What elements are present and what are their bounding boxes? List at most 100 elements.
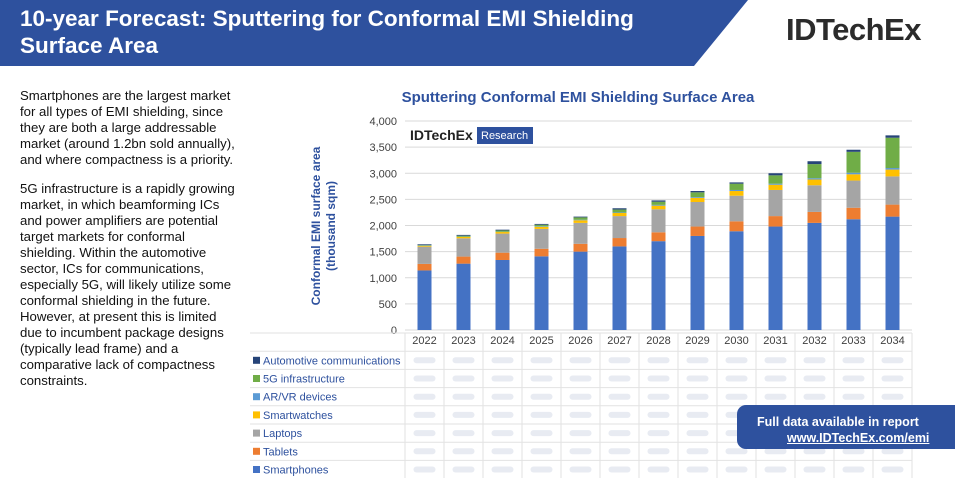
blurred-value (842, 375, 865, 382)
blurred-value (764, 448, 787, 455)
blurred-value (569, 430, 592, 437)
watermark-brand: IDTechEx (410, 127, 473, 143)
bar-segment (729, 221, 744, 232)
bar-segment (885, 204, 900, 217)
blurred-value (842, 393, 865, 400)
blurred-value (647, 448, 670, 455)
blurred-value (413, 466, 436, 473)
bar-segment (534, 224, 549, 227)
bar-segment (690, 197, 705, 198)
stacked-bar-chart: Sputtering Conformal EMI Shielding Surfa… (250, 89, 913, 478)
bar-segment (885, 168, 900, 170)
x-tick-label: 2028 (646, 335, 670, 347)
blurred-value (452, 375, 475, 382)
bar-segment (456, 236, 471, 239)
report-link[interactable]: www.IDTechEx.com/emi (787, 431, 930, 445)
bar-segment (807, 185, 822, 212)
legend-swatch (253, 411, 260, 419)
blurred-value (413, 411, 436, 418)
bar-segment (417, 263, 432, 271)
bar-segment (612, 216, 627, 239)
bar-segment (573, 243, 588, 252)
bar-segment (495, 230, 510, 232)
bar-segment (846, 207, 861, 220)
bar-segment (417, 244, 432, 246)
bar-segment (690, 226, 705, 236)
bar-segment (651, 200, 666, 202)
bar-segment (729, 189, 744, 192)
bar-segment (885, 216, 900, 330)
watermark-tag: Research (481, 130, 528, 142)
bar-segment (768, 183, 783, 185)
legend-swatch (253, 447, 260, 455)
blurred-value (530, 411, 553, 418)
x-tick-label: 2031 (763, 335, 787, 347)
blurred-value (686, 357, 709, 364)
bar-segment (534, 228, 549, 249)
legend-swatch (253, 356, 260, 364)
chart-title: Sputtering Conformal EMI Shielding Surfa… (402, 89, 755, 106)
bar-segment (534, 256, 549, 330)
blurred-value (725, 393, 748, 400)
y-tick-label: 2,000 (369, 221, 397, 233)
blurred-value (530, 357, 553, 364)
report-callout[interactable]: Full data available in report www.IDTech… (737, 405, 955, 449)
blurred-value (530, 375, 553, 382)
bar-segment (885, 176, 900, 205)
blurred-value (569, 393, 592, 400)
bar-segment (729, 183, 744, 190)
blurred-value (842, 448, 865, 455)
blurred-value (803, 357, 826, 364)
bar-segment (534, 248, 549, 257)
bar-segment (612, 212, 627, 217)
bar-segment (768, 173, 783, 176)
legend-label: Smartwatches (263, 410, 333, 422)
blurred-value (491, 466, 514, 473)
blurred-value (452, 430, 475, 437)
blurred-value (491, 411, 514, 418)
blurred-value (881, 448, 904, 455)
bar-segment (417, 246, 432, 264)
bar-segment (417, 270, 432, 330)
blurred-value (686, 448, 709, 455)
blurred-value (569, 357, 592, 364)
blurred-value (413, 357, 436, 364)
x-tick-label: 2027 (607, 335, 631, 347)
blurred-value (569, 375, 592, 382)
bar-segment (495, 233, 510, 253)
x-tick-label: 2032 (802, 335, 826, 347)
header-banner (0, 0, 748, 66)
y-tick-label: 1,000 (369, 273, 397, 285)
blurred-value (530, 448, 553, 455)
legend-swatch (253, 466, 260, 473)
legend-swatch (253, 393, 260, 401)
bar-segment (729, 231, 744, 330)
legend-label: Smartphones (263, 465, 329, 477)
callout-text: Full data available in report (757, 415, 919, 429)
x-tick-label: 2030 (724, 335, 748, 347)
bar-segment (846, 151, 861, 173)
blurred-value (686, 393, 709, 400)
blurred-value (842, 357, 865, 364)
bar-segment (417, 245, 432, 246)
legend-swatch (253, 375, 260, 382)
blurred-value (647, 375, 670, 382)
y-tick-label: 2,500 (369, 194, 397, 206)
blurred-value (608, 430, 631, 437)
blurred-value (413, 375, 436, 382)
x-tick-label: 2029 (685, 335, 709, 347)
blurred-value (608, 375, 631, 382)
x-tick-label: 2026 (568, 335, 592, 347)
bar-segment (651, 201, 666, 205)
bar-segment (690, 192, 705, 198)
watermark-tag-bg (477, 127, 533, 144)
blurred-value (725, 466, 748, 473)
blurred-value (647, 430, 670, 437)
blurred-value (803, 466, 826, 473)
bar-segment (495, 259, 510, 330)
paragraph-smartphones: Smartphones are the largest market for a… (20, 88, 235, 167)
blurred-value (881, 375, 904, 382)
bar-segment (534, 226, 549, 229)
blurred-value (413, 430, 436, 437)
blurred-value (686, 411, 709, 418)
